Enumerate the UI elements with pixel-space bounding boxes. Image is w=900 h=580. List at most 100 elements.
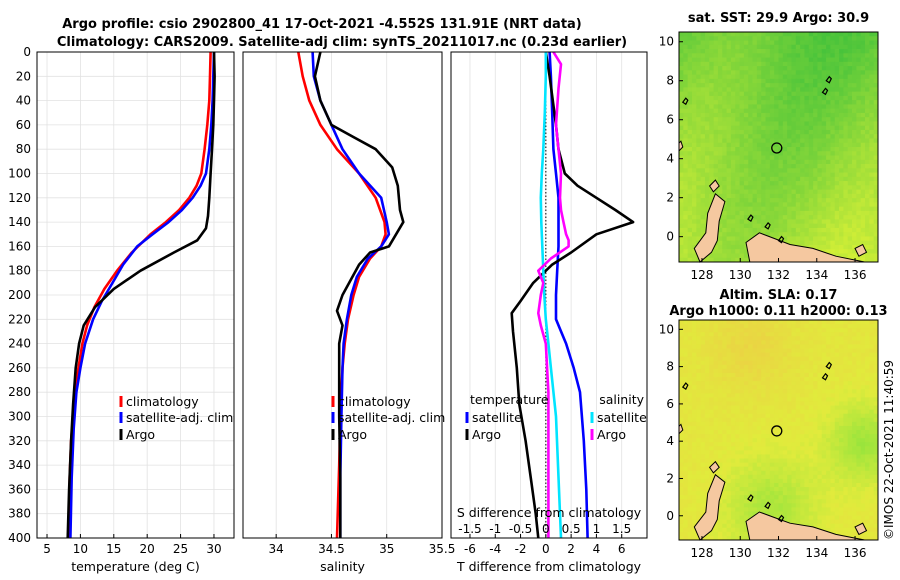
plot-frame <box>450 51 648 539</box>
y-tick-label: 220 <box>8 312 31 326</box>
y-tick-label: 320 <box>8 434 31 448</box>
plot-frame <box>242 51 443 539</box>
x-tick-label: 134 <box>805 268 828 282</box>
land-polygon <box>708 179 720 193</box>
series-line-argo <box>313 51 405 538</box>
island-mark <box>681 97 689 106</box>
y-tick-label: 40 <box>16 94 31 108</box>
x-tick-label: 128 <box>691 546 714 560</box>
legend-label: climatology <box>126 394 199 409</box>
island-mark <box>821 87 829 96</box>
land-polygon <box>854 243 868 257</box>
x-tick-label: 5 <box>43 542 51 556</box>
legend-label: Argo <box>472 427 501 442</box>
sst-map: 128 130 132 134 136 0 2 4 6 8 10 sat. SST: 29.9 Arg… <box>659 11 879 282</box>
y-tick-label: 100 <box>8 167 31 181</box>
y-tick-label: 60 <box>16 118 31 132</box>
x-tick-label: 10 <box>73 542 88 556</box>
x-top-tick-label: -1 <box>489 522 501 536</box>
legend-label: climatology <box>338 394 411 409</box>
y-tick-label: 360 <box>8 482 31 496</box>
x-tick-label: 25 <box>173 542 188 556</box>
x-tick-label: 30 <box>206 542 221 556</box>
x-tick-label: 132 <box>767 546 790 560</box>
x-top-tick-label: 0.5 <box>562 522 581 536</box>
x-tick-label: -4 <box>489 542 501 556</box>
island-mark <box>681 382 689 390</box>
x-top-tick-label: -1.5 <box>458 522 481 536</box>
island-mark <box>777 514 785 523</box>
x-tick-label: 4 <box>593 542 601 556</box>
x-top-tick-label: -0.5 <box>509 522 532 536</box>
legend-label: satellite <box>597 410 647 425</box>
x-tick-label: 136 <box>844 546 867 560</box>
series-line-temperature-satellite <box>548 51 589 539</box>
land-polygon <box>854 522 868 536</box>
y-tick-label: 160 <box>8 239 31 253</box>
x-axis-label: salinity <box>320 559 365 574</box>
x-tick-label: 128 <box>691 268 714 282</box>
y-tick-label: 80 <box>16 142 31 156</box>
series-line-argo <box>66 51 216 539</box>
y-tick-label: 4 <box>666 152 674 166</box>
x-tick-label: -2 <box>515 542 527 556</box>
x-tick-label: 0 <box>542 542 550 556</box>
x-top-tick-label: 1.5 <box>612 522 631 536</box>
y-tick-label: 6 <box>666 397 674 411</box>
legend-title-salinity: salinity <box>599 392 644 407</box>
temperature-chart: 0 20 40 60 80 100 120 140 160 180 200 220 240 260 280 3… <box>8 45 235 574</box>
x-tick-label: 2 <box>567 542 575 556</box>
x-tick-label: -6 <box>464 542 476 556</box>
y-tick-label: 0 <box>666 230 674 244</box>
legend-label: Argo <box>597 427 626 442</box>
heatmap-cells <box>679 32 879 263</box>
x-tick-label: 20 <box>140 542 155 556</box>
series-line-satellite-adj-clim <box>69 51 216 539</box>
y-tick-label: 2 <box>666 471 674 485</box>
argo-float-marker <box>771 142 783 154</box>
x-tick-label: 35 <box>379 542 394 556</box>
legend-title-temperature: temperature <box>470 392 549 407</box>
island-mark <box>764 221 771 230</box>
y-tick-label: 6 <box>666 113 674 127</box>
plot-frame <box>36 51 235 539</box>
sla-map: 128 130 132 134 136 0 2 4 6 8 10 Altim. SLA: 0.17Ar… <box>659 288 888 560</box>
main-title-line2: Climatology: CARS2009. Satellite-adj cli… <box>57 35 627 50</box>
island-mark <box>764 501 771 510</box>
y-tick-label: 260 <box>8 361 31 375</box>
series-line-temperature-argo <box>510 51 635 539</box>
y-tick-label: 8 <box>666 360 674 374</box>
island-mark <box>747 494 754 502</box>
x-tick-label: 130 <box>729 546 752 560</box>
series-line-salinity-satellite <box>539 52 563 539</box>
x-tick-label: 34.5 <box>318 542 345 556</box>
y-tick-label: 10 <box>659 322 674 336</box>
x-tick-label: 35.5 <box>429 542 456 556</box>
y-tick-label: 140 <box>8 215 31 229</box>
island-mark <box>825 361 833 370</box>
x-tick-label: 134 <box>805 546 828 560</box>
island-mark <box>777 235 785 244</box>
y-tick-label: 340 <box>8 458 31 472</box>
map-title: Altim. SLA: 0.17 <box>720 288 838 303</box>
series-line-salinity-argo <box>536 51 570 538</box>
x-tick-label: 130 <box>729 268 752 282</box>
island-mark <box>747 214 754 222</box>
x-tick-label: 132 <box>767 268 790 282</box>
x-tick-label: 136 <box>844 268 867 282</box>
y-tick-label: 0 <box>666 509 674 523</box>
island-mark <box>821 372 829 381</box>
map-title: sat. SST: 29.9 Argo: 30.9 <box>688 11 869 26</box>
legend-label: Argo <box>338 427 367 442</box>
y-tick-label: 200 <box>8 288 31 302</box>
x-top-tick-label: 0 <box>542 522 550 536</box>
y-tick-label: 10 <box>659 35 674 49</box>
land-polygon <box>708 460 720 474</box>
y-tick-label: 180 <box>8 264 31 278</box>
x-top-tick-label: 1 <box>593 522 601 536</box>
y-tick-label: 240 <box>8 337 31 351</box>
x-axis-label: T difference from climatology <box>456 559 642 574</box>
legend-label: Argo <box>126 427 155 442</box>
y-tick-label: 8 <box>666 74 674 88</box>
